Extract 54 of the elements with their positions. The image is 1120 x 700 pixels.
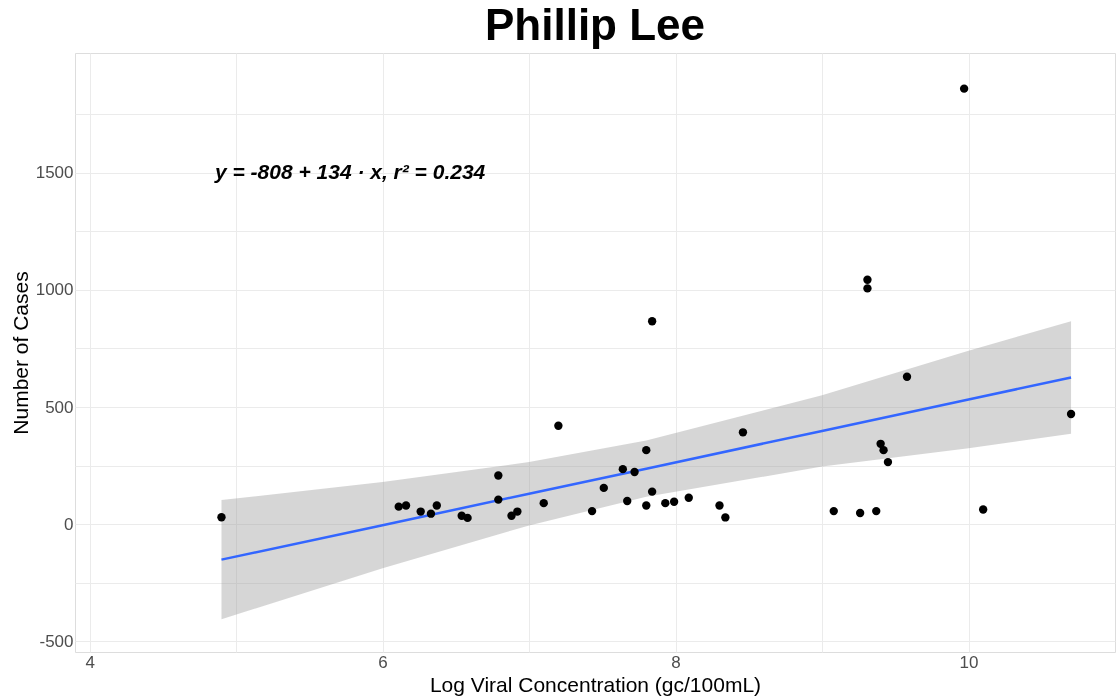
x-tick-label: 6 <box>378 652 388 672</box>
point <box>647 317 657 326</box>
point <box>661 498 670 508</box>
point <box>599 483 608 493</box>
x-axis-title: Log Viral Concentration (gc/100mL) <box>429 672 762 696</box>
line-series <box>220 376 1073 561</box>
point <box>855 508 865 518</box>
point <box>426 509 436 518</box>
point <box>863 284 872 293</box>
y-tick-label: 1000 <box>35 280 74 300</box>
annotation: y = -808 + 134 · x, r² = 0.234 <box>214 160 486 183</box>
point <box>959 84 969 93</box>
point <box>416 507 425 516</box>
x-tick-label: 4 <box>85 652 95 672</box>
point <box>642 501 651 510</box>
point <box>721 513 730 522</box>
point <box>978 505 988 514</box>
point <box>715 501 724 510</box>
point <box>883 457 893 467</box>
point <box>513 507 522 516</box>
point <box>669 497 679 506</box>
y-tick-label: 1500 <box>35 163 74 183</box>
point <box>494 471 503 480</box>
point <box>829 506 838 516</box>
point <box>876 439 885 448</box>
point <box>587 506 597 516</box>
point <box>554 421 563 430</box>
point <box>494 495 503 504</box>
y-tick-label: 0 <box>64 514 74 534</box>
chart-title: Phillip Lee <box>484 0 706 49</box>
point <box>1066 409 1076 419</box>
point <box>863 275 872 284</box>
point <box>618 464 628 474</box>
x-tick-label: 8 <box>671 652 681 672</box>
point <box>507 511 516 520</box>
point <box>623 496 632 506</box>
point <box>401 501 411 510</box>
point <box>463 513 472 523</box>
y-tick-label: -500 <box>39 631 74 651</box>
x-tick-label: 10 <box>959 652 979 672</box>
point <box>738 428 748 437</box>
point <box>684 493 693 502</box>
y-tick-label: 500 <box>45 397 74 417</box>
y-axis-title: Number of Cases <box>8 271 32 435</box>
point <box>630 467 639 477</box>
point <box>394 502 403 511</box>
point <box>879 445 888 455</box>
point <box>539 498 548 508</box>
point <box>872 506 881 516</box>
point <box>647 487 657 496</box>
point <box>902 372 912 381</box>
point <box>642 445 651 455</box>
point <box>217 513 226 522</box>
point <box>432 501 441 510</box>
